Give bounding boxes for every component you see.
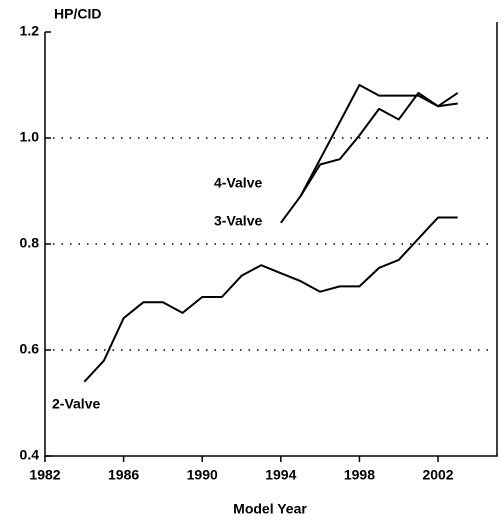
x-tick-label: 1994 [265, 467, 296, 483]
series-line [299, 91, 459, 197]
x-tick-label: 1998 [344, 467, 375, 483]
series-label: 4-Valve [214, 175, 262, 191]
y-tick-label: 0.8 [20, 235, 40, 251]
x-tick-label: 1982 [29, 467, 60, 483]
x-tick-label: 1990 [187, 467, 218, 483]
y-axis-label: HP/CID [54, 6, 101, 22]
x-axis-label: Model Year [233, 501, 307, 517]
series-line [280, 84, 458, 224]
x-tick-label: 1986 [108, 467, 139, 483]
y-tick-label: 1.2 [20, 23, 40, 39]
x-tick-label: 2002 [422, 467, 453, 483]
series-label: 2-Valve [52, 396, 100, 412]
series-label: 3-Valve [214, 213, 262, 229]
axis-frame [44, 22, 498, 457]
y-tick-label: 1.0 [20, 129, 40, 145]
y-tick-label: 0.6 [20, 341, 40, 357]
series-line [83, 216, 458, 383]
y-tick-label: 0.4 [20, 447, 40, 463]
